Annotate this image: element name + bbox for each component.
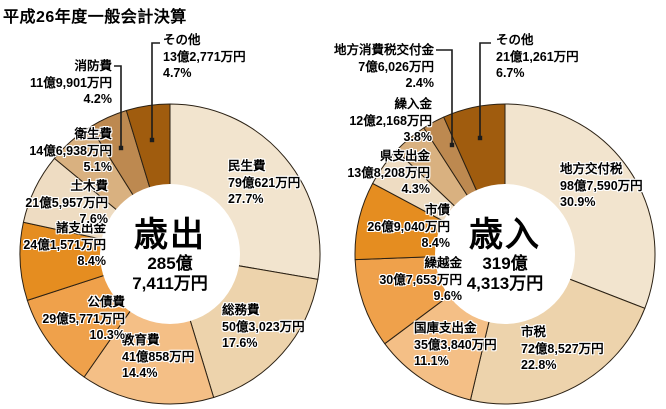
segment-name: その他 [496, 33, 534, 47]
revenue-total-line1: 319億 [482, 254, 528, 273]
segment-label-revenue-6: 県支出金 13億8,208万円 4.3% [347, 148, 430, 198]
segment-amount: 30億7,653万円 [379, 272, 462, 287]
expenditure-total-line1: 285億 [147, 254, 193, 273]
segment-amount: 11億9,901万円 [30, 75, 112, 90]
segment-label-expenditure-6: 土木費 21億5,957万円 7.6% [25, 178, 108, 228]
segment-percent: 8.4% [77, 254, 107, 268]
segment-label-revenue-7: 繰入金 12億2,168万円 3.8% [349, 96, 432, 146]
segment-label-revenue-5: 市債 26億9,040万円 8.4% [367, 202, 450, 252]
segment-label-expenditure-7: 衛生費 14億6,938万円 5.1% [29, 126, 112, 176]
segment-name: 諸支出金 [55, 221, 106, 235]
chart-center-expenditure: 歳出 285億 7,411万円 [75, 216, 265, 294]
leader-dot-expenditure-9 [149, 137, 155, 143]
leader-line-expenditure-8 [114, 65, 122, 148]
leader-dot-expenditure-8 [118, 145, 124, 151]
segment-name: 県支出金 [379, 149, 430, 163]
leader-line-revenue-8 [436, 49, 453, 145]
segment-percent: 5.1% [83, 160, 113, 174]
segment-percent: 10.3% [89, 328, 125, 342]
segment-name: 衛生費 [74, 127, 112, 141]
segment-label-expenditure-1: 民生費 79億621万円 27.7% [228, 158, 300, 208]
leader-dot-revenue-8 [449, 142, 455, 148]
segment-label-revenue-1: 地方交付税 98億7,590万円 30.9% [560, 161, 643, 211]
segment-amount: 21億5,957万円 [25, 195, 108, 210]
segment-percent: 27.7% [228, 192, 264, 206]
segment-label-revenue-8: 地方消費税交付金 7億6,026万円 2.4% [334, 42, 434, 92]
segment-name: 地方消費税交付金 [333, 43, 434, 57]
segment-percent: 11.1% [414, 354, 449, 368]
segment-label-expenditure-5: 諸支出金 24億1,571万円 8.4% [23, 220, 106, 270]
segment-amount: 35億3,840万円 [414, 337, 497, 352]
segment-amount: 41億858万円 [122, 349, 195, 364]
expenditure-total-line2: 7,411万円 [132, 274, 208, 293]
segment-name: 繰入金 [394, 97, 432, 111]
segment-percent: 30.9% [560, 195, 596, 209]
revenue-total-line2: 4,313万円 [466, 274, 544, 293]
segment-amount: 50億3,023万円 [222, 319, 305, 334]
segment-name: 民生費 [228, 159, 266, 173]
segment-percent: 4.2% [83, 92, 113, 106]
segment-name: 繰越金 [424, 256, 462, 270]
segment-label-expenditure-9: その他 13億2,771万円 4.7% [163, 32, 246, 82]
segment-name: 国庫支出金 [414, 321, 477, 335]
segment-amount: 12億2,168万円 [349, 113, 432, 128]
segment-amount: 21億1,261万円 [496, 49, 579, 64]
segment-name: 土木費 [70, 179, 108, 193]
segment-percent: 4.7% [163, 66, 192, 80]
segment-percent: 9.6% [433, 289, 463, 303]
segment-amount: 98億7,590万円 [560, 178, 643, 193]
segment-amount: 26億9,040万円 [367, 219, 450, 234]
segment-label-revenue-9: その他 21億1,261万円 6.7% [496, 32, 579, 82]
segment-amount: 24億1,571万円 [23, 237, 106, 252]
segment-label-revenue-3: 国庫支出金 35億3,840万円 11.1% [414, 320, 497, 370]
segment-amount: 29億5,771万円 [42, 311, 125, 326]
segment-label-expenditure-2: 総務費 50億3,023万円 17.6% [222, 302, 305, 352]
segment-amount: 7億6,026万円 [358, 59, 434, 74]
segment-label-expenditure-3: 教育費 41億858万円 14.4% [122, 332, 194, 382]
segment-percent: 22.8% [521, 358, 557, 372]
segment-name: 消防費 [74, 59, 112, 73]
segment-percent: 4.3% [401, 182, 431, 196]
chart-center-revenue: 歳入 319億 4,313万円 [410, 216, 600, 294]
segment-name: 地方交付税 [560, 162, 623, 176]
segment-percent: 2.4% [405, 76, 435, 90]
leader-line-revenue-9 [479, 42, 491, 138]
revenue-title: 歳入 [469, 216, 541, 254]
segment-percent: 3.8% [403, 130, 433, 144]
expenditure-title: 歳出 [134, 216, 206, 254]
donut-hole-expenditure [100, 184, 240, 324]
segment-label-expenditure-8: 消防費 11億9,901万円 4.2% [30, 58, 112, 108]
segment-percent: 14.4% [122, 366, 158, 380]
segment-name: その他 [163, 33, 201, 47]
segment-amount: 13億2,771万円 [163, 49, 246, 64]
segment-amount: 72億8,527万円 [521, 341, 604, 356]
segment-name: 市税 [521, 325, 547, 339]
segment-percent: 6.7% [496, 66, 525, 80]
donut-hole-revenue [435, 184, 575, 324]
segment-amount: 13億8,208万円 [347, 165, 430, 180]
segment-percent: 8.4% [421, 236, 451, 250]
segment-name: 教育費 [122, 333, 160, 347]
segment-percent: 17.6% [222, 336, 258, 350]
segment-amount: 14億6,938万円 [29, 143, 112, 158]
leader-line-expenditure-9 [151, 42, 160, 140]
segment-label-revenue-4: 繰越金 30億7,653万円 9.6% [379, 255, 462, 305]
segment-amount: 79億621万円 [228, 175, 301, 190]
segment-name: 市債 [424, 203, 450, 217]
segment-name: 総務費 [222, 303, 260, 317]
segment-label-expenditure-4: 公債費 29億5,771万円 10.3% [42, 294, 125, 344]
segment-label-revenue-2: 市税 72億8,527万円 22.8% [521, 324, 604, 374]
leader-dot-revenue-9 [477, 135, 483, 141]
page-title: 平成26年度一般会計決算 [3, 9, 187, 26]
segment-name: 公債費 [87, 295, 125, 309]
segment-percent: 7.6% [79, 212, 109, 226]
